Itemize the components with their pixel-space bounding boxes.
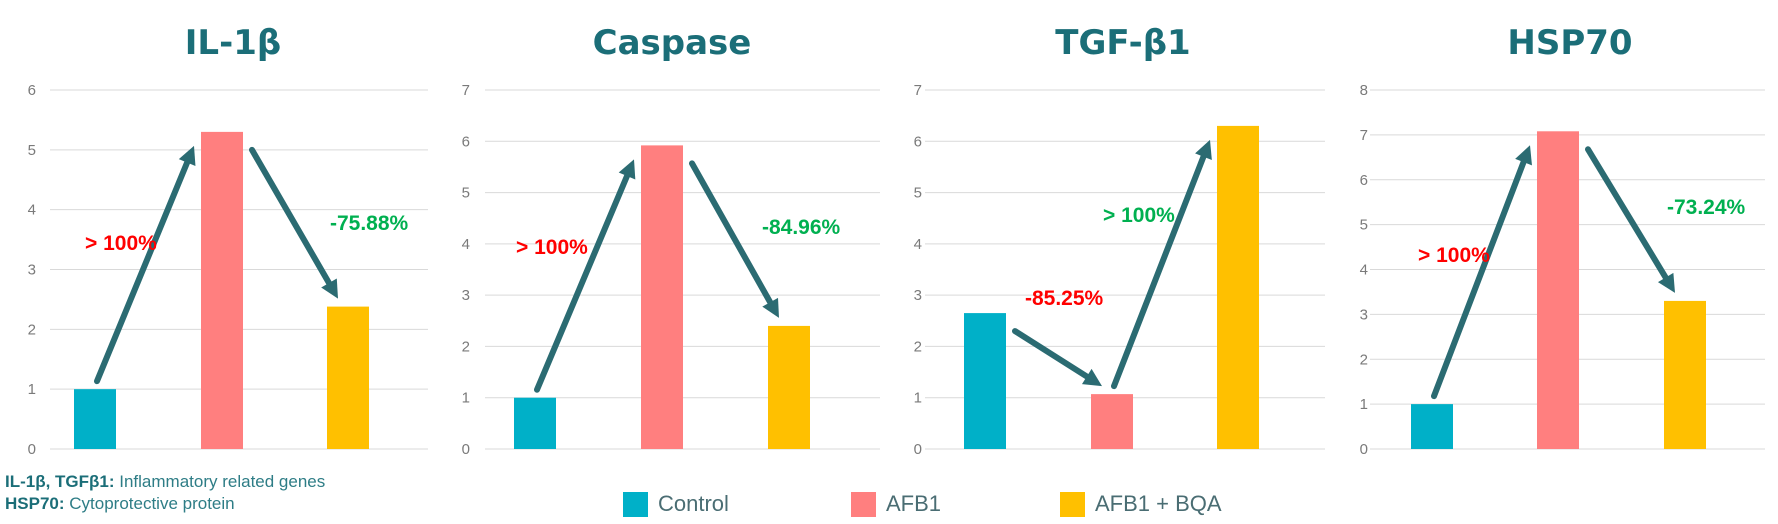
legend-swatch-afb1 [851,491,876,517]
trend-arrow [249,146,332,287]
note-inflammatory-genes: IL-1β, TGFβ1: Inflammatory related genes [5,471,325,493]
change-annotation: > 100% [516,236,588,259]
legend-item-control: Control [623,490,729,518]
arrow-head-icon [1515,145,1532,166]
y-tick-label: 2 [914,338,922,355]
bar-afb1-bqa [1664,300,1706,449]
change-annotation: -85.25% [1025,287,1104,310]
legend-item-afb1: AFB1 [851,490,941,518]
y-tick-label: 7 [462,82,470,99]
change-annotation: -84.96% [762,216,841,239]
legend-item-afb1-bqa: AFB1 + BQA [1060,490,1222,518]
bar-afb1-bqa [768,325,810,449]
y-tick-label: 5 [462,185,470,202]
y-tick-label: 4 [914,236,922,253]
trend-arrow [94,159,191,385]
arrow-head-icon [762,297,779,318]
y-tick-label: 6 [28,82,36,99]
y-tick-label: 1 [914,390,922,407]
chart-title: IL-1β [185,23,281,63]
y-tick-label: 0 [1360,441,1368,458]
y-tick-label: 0 [462,441,470,458]
bar-control [74,389,116,449]
legend-swatch-afb1-bqa [1060,491,1085,517]
note-cytoprotective-protein: HSP70: Cytoprotective protein [5,493,235,515]
trend-arrow [689,160,774,306]
y-tick-label: 0 [914,441,922,458]
bar-control [1411,404,1453,449]
chart-area: IL-1β 0 1 2 3 4 5 6 > 100% -75.88% Caspase 0 1 2 3 4 5 6 7… [28,23,1765,458]
y-tick-label: 3 [914,287,922,304]
y-tick-label: 7 [1360,127,1368,144]
y-tick-label: 5 [1360,217,1368,234]
trend-arrow [1012,328,1090,380]
y-tick-label: 1 [1360,396,1368,413]
y-tick-label: 1 [28,381,36,398]
y-tick-label: 2 [1360,351,1368,368]
note-term: HSP70: [5,494,65,513]
bar-afb1-bqa [327,306,369,449]
chart-title: HSP70 [1507,23,1632,63]
legend-swatch-control [623,491,648,517]
change-annotation: > 100% [1418,244,1490,267]
legend-label: AFB1 + BQA [1095,491,1222,516]
trend-arrow [1585,146,1669,281]
bar-afb1-bqa [1217,125,1259,450]
y-tick-label: 5 [914,185,922,202]
bar-control [514,397,556,449]
arrow-head-icon [1195,139,1212,160]
y-tick-label: 6 [462,133,470,150]
note-description: Inflammatory related genes [114,472,326,491]
y-tick-label: 0 [28,441,36,458]
note-description: Cytoprotective protein [64,494,235,513]
bar-control [964,313,1006,449]
arrow-head-icon [1657,272,1675,293]
legend-label: AFB1 [886,491,942,516]
y-tick-label: 1 [462,390,470,407]
y-tick-label: 8 [1360,82,1368,99]
y-tick-label: 3 [28,262,36,279]
y-tick-label: 4 [462,236,470,253]
y-tick-label: 3 [1360,306,1368,323]
y-tick-label: 5 [28,142,36,159]
y-tick-label: 7 [914,82,922,99]
y-tick-label: 6 [914,133,922,150]
change-annotation: > 100% [1103,204,1175,227]
bar-afb1 [1537,131,1579,449]
trend-arrow [1431,159,1527,400]
change-annotation: -75.88% [330,212,409,235]
trend-arrow [534,172,631,393]
bar-afb1 [641,145,683,450]
y-tick-label: 2 [28,321,36,338]
y-tick-label: 4 [28,202,36,219]
y-tick-label: 2 [462,338,470,355]
bar-afb1 [1091,394,1133,449]
arrow-head-icon [618,159,636,180]
legend-label: Control [658,491,729,516]
bar-afb1 [201,131,243,449]
arrow-head-icon [1081,368,1102,387]
y-tick-label: 3 [462,287,470,304]
change-annotation: > 100% [85,232,157,255]
trend-arrow [1111,153,1207,390]
arrow-head-icon [321,278,338,299]
arrow-head-icon [178,145,196,166]
y-tick-label: 6 [1360,172,1368,189]
y-tick-label: 4 [1360,262,1368,279]
note-term: IL-1β, TGFβ1: [5,472,115,491]
chart-title: TGF-β1 [1055,23,1190,63]
change-annotation: -73.24% [1667,196,1746,219]
chart-title: Caspase [593,23,752,63]
